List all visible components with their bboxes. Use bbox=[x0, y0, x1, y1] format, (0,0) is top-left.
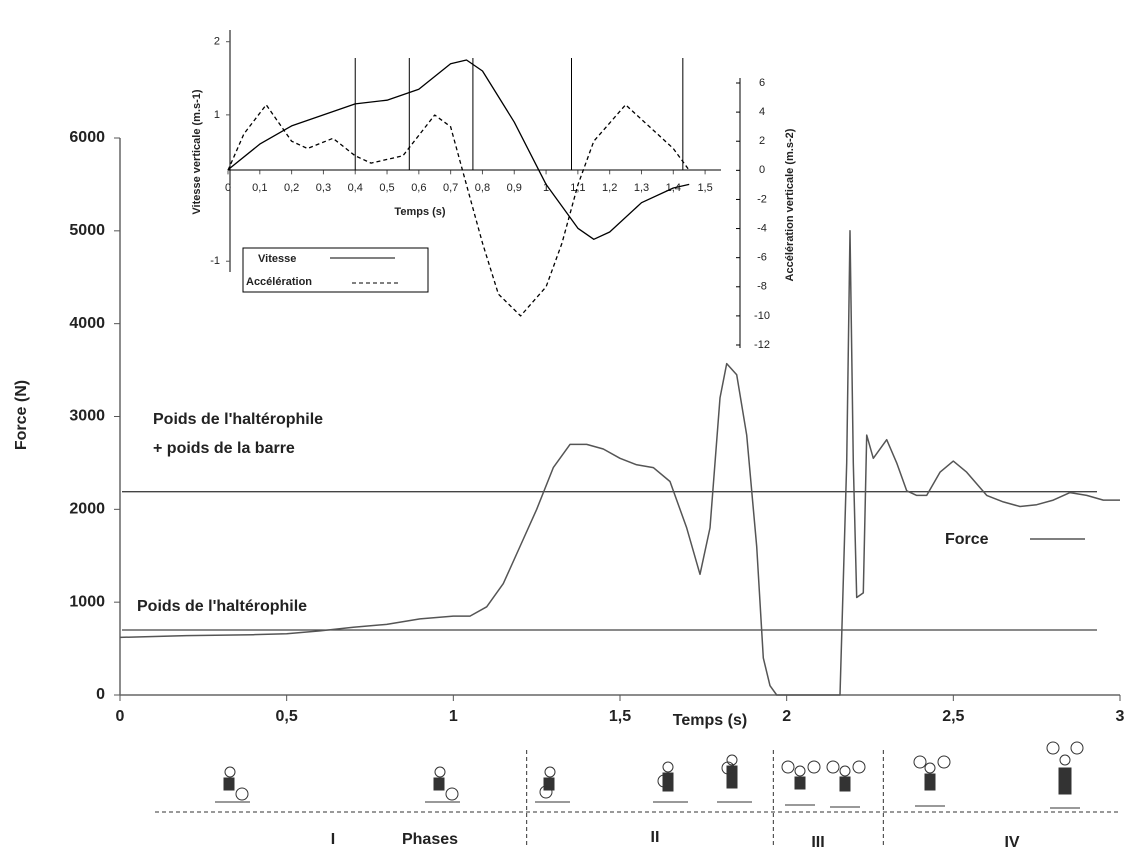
y2-tick-label: 6 bbox=[759, 77, 765, 89]
reference-label: + poids de la barre bbox=[153, 440, 295, 457]
y-tick-label: 3000 bbox=[69, 408, 105, 425]
y2-tick-label: -10 bbox=[754, 310, 770, 322]
inset-y-label: Vitesse verticale (m.s-1) bbox=[191, 89, 203, 214]
x-tick-label: 0,1 bbox=[252, 182, 267, 194]
y2-tick-label: -12 bbox=[754, 339, 770, 351]
x-tick-label: 2 bbox=[782, 708, 791, 725]
legend-label: Force bbox=[945, 531, 989, 548]
x-tick-label: 0,9 bbox=[507, 182, 522, 194]
x-tick-label: 0,2 bbox=[284, 182, 299, 194]
phase-label: I bbox=[331, 831, 335, 848]
y-tick-label: 0 bbox=[96, 686, 105, 703]
y-tick-label: 1000 bbox=[69, 593, 105, 610]
inset-x-label: Temps (s) bbox=[394, 206, 445, 218]
x-tick-label: 0,5 bbox=[276, 708, 298, 725]
x-tick-label: 0 bbox=[225, 182, 231, 194]
x-tick-label: 0,8 bbox=[475, 182, 490, 194]
y2-tick-label: -8 bbox=[757, 281, 767, 293]
phase-label: IV bbox=[1004, 834, 1019, 851]
x-tick-label: 0,7 bbox=[443, 182, 458, 194]
y2-tick-label: -2 bbox=[757, 193, 767, 205]
series-line bbox=[227, 104, 690, 317]
y-tick-label: 5000 bbox=[69, 222, 105, 239]
x-tick-label: 0,4 bbox=[348, 182, 363, 194]
y2-tick-label: -4 bbox=[757, 222, 767, 234]
y-tick-label: 4000 bbox=[69, 315, 105, 332]
reference-label: Poids de l'haltérophile bbox=[153, 411, 323, 428]
phase-label: III bbox=[811, 834, 824, 851]
x-axis-label: Temps (s) bbox=[673, 712, 747, 729]
x-tick-label: 0,3 bbox=[316, 182, 331, 194]
series-line bbox=[227, 59, 690, 240]
y-tick-label: 2 bbox=[214, 36, 220, 48]
y-tick-label: 6000 bbox=[69, 129, 105, 146]
inset-y2-label: Accélération verticale (m.s-2) bbox=[784, 128, 796, 281]
y-tick-label: 2000 bbox=[69, 501, 105, 518]
inset-legend bbox=[242, 247, 429, 293]
x-tick-label: 0 bbox=[116, 708, 125, 725]
y-tick-label: 1 bbox=[214, 109, 220, 121]
x-tick-label: 0,5 bbox=[379, 182, 394, 194]
legend-label: Vitesse bbox=[258, 253, 296, 265]
x-tick-label: 1,2 bbox=[602, 182, 617, 194]
x-tick-label: 1 bbox=[449, 708, 458, 725]
x-tick-label: 1,5 bbox=[697, 182, 712, 194]
lifter-icons bbox=[215, 741, 1084, 809]
x-tick-label: 1,5 bbox=[609, 708, 631, 725]
x-tick-label: 3 bbox=[1116, 708, 1125, 725]
y2-tick-label: -6 bbox=[757, 252, 767, 264]
y2-tick-label: 0 bbox=[759, 164, 765, 176]
x-tick-label: 2,5 bbox=[942, 708, 964, 725]
y-axis-label: Force (N) bbox=[13, 380, 30, 450]
x-tick-label: 1,1 bbox=[570, 182, 585, 194]
y2-tick-label: 4 bbox=[759, 106, 765, 118]
series-line bbox=[119, 230, 1120, 696]
y2-tick-label: 2 bbox=[759, 135, 765, 147]
y-tick-label: -1 bbox=[210, 255, 220, 267]
reference-label: Poids de l'haltérophile bbox=[137, 598, 307, 615]
legend-label: Accélération bbox=[246, 276, 312, 288]
x-tick-label: 1 bbox=[543, 182, 549, 194]
x-tick-label: 0,6 bbox=[411, 182, 426, 194]
x-tick-label: 1,3 bbox=[634, 182, 649, 194]
phase-title: Phases bbox=[402, 831, 458, 848]
phase-label: II bbox=[651, 829, 660, 846]
